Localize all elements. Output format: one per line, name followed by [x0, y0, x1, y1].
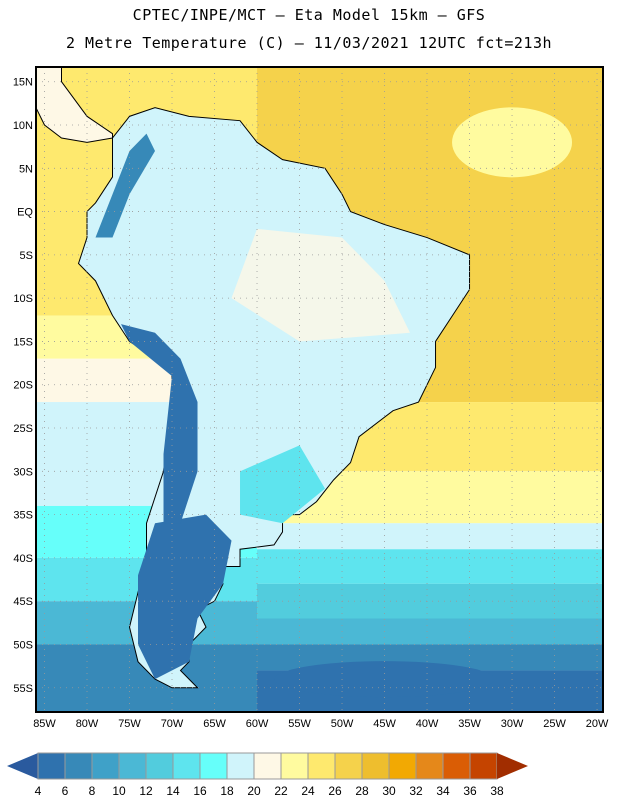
lat-tick-label: 5N: [19, 163, 33, 175]
colorbar-swatch: [253, 752, 282, 780]
atlantic-band: [257, 618, 603, 645]
atlantic-band: [257, 523, 603, 550]
colorbar-label: 4: [35, 784, 42, 798]
colorbar-label: 20: [247, 784, 261, 798]
colorbar-label: 14: [166, 784, 180, 798]
lat-tick-label: 15S: [13, 336, 33, 348]
title-line-2: 2 Metre Temperature (C) – 11/03/2021 12U…: [65, 34, 553, 52]
lat-tick-label: 55S: [13, 683, 33, 695]
warm-patch: [452, 107, 573, 178]
colorbar-swatch: [442, 752, 471, 780]
colorbar-label: 6: [62, 784, 69, 798]
lat-tick-label: EQ: [17, 207, 33, 219]
lat-tick-label: 20S: [13, 380, 33, 392]
central-america-land: [36, 67, 114, 143]
colorbar-label: 24: [301, 784, 315, 798]
lon-tick-label: 70W: [161, 718, 184, 730]
atlantic-band: [257, 549, 603, 584]
temperature-field: [36, 67, 603, 712]
lon-tick-label: 80W: [76, 718, 99, 730]
lat-tick-label: 25S: [13, 423, 33, 435]
lon-tick-label: 75W: [118, 718, 141, 730]
pampas-patch: [240, 445, 326, 524]
lon-tick-label: 35W: [458, 718, 481, 730]
lon-tick-label: 55W: [288, 718, 311, 730]
lon-tick-label: 25W: [543, 718, 566, 730]
atlantic-band: [257, 583, 603, 619]
lon-tick-label: 40W: [416, 718, 439, 730]
lat-tick-label: 35S: [13, 510, 33, 522]
colorbar-swatch: [469, 752, 498, 780]
title-line-1: CPTEC/INPE/MCT – Eta Model 15km – GFS: [132, 6, 486, 24]
colorbar-swatch: [388, 752, 417, 780]
colorbar-swatch: [64, 752, 93, 780]
map-frame: [35, 66, 604, 713]
colorbar-label: 16: [193, 784, 207, 798]
lat-tick-label: 10S: [13, 293, 33, 305]
lon-tick-label: 30W: [501, 718, 524, 730]
colorbar-label: 8: [89, 784, 96, 798]
colorbar-swatch: [415, 752, 444, 780]
colorbar-swatch: [91, 752, 120, 780]
colorbar-swatch: [172, 752, 201, 780]
lon-tick-label: 65W: [203, 718, 226, 730]
colorbar-label: 10: [112, 784, 126, 798]
colorbar-swatch: [226, 752, 255, 780]
colorbar-label: 34: [436, 784, 450, 798]
colorbar-swatch: [361, 752, 390, 780]
lat-tick-label: 45S: [13, 596, 33, 608]
colorbar-label: 30: [382, 784, 396, 798]
andes-north-patch: [95, 133, 156, 238]
colorbar-swatch: [37, 752, 66, 780]
lon-tick-label: 60W: [246, 718, 269, 730]
colorbar-under-arrow: [7, 753, 38, 779]
colorbar-label: 32: [409, 784, 423, 798]
colorbar-swatch: [307, 752, 336, 780]
lon-tick-label: 50W: [331, 718, 354, 730]
lat-tick-label: 5S: [20, 250, 33, 262]
colorbar-label: 18: [220, 784, 234, 798]
lat-tick-label: 50S: [13, 639, 33, 651]
axis-labels: 85W 80W 75W 70W 65W 60W 55W 50W 45W 40W 35W 30W 25W 2…: [13, 77, 609, 730]
colorbar-label: 36: [463, 784, 477, 798]
lat-tick-label: 30S: [13, 466, 33, 478]
colorbar-swatch: [145, 752, 174, 780]
colorbar-swatch: [334, 752, 363, 780]
lon-tick-label: 85W: [33, 718, 56, 730]
colorbar-label: 12: [139, 784, 153, 798]
colorbar-swatch: [280, 752, 309, 780]
colorbar-label: 38: [490, 784, 504, 798]
colorbar-swatch: [199, 752, 228, 780]
amazon-warm-patch: [231, 228, 411, 342]
colorbar-over-arrow: [497, 753, 528, 779]
lon-tick-label: 45W: [373, 718, 396, 730]
colorbar-label: 26: [328, 784, 342, 798]
lat-tick-label: 15N: [13, 77, 33, 89]
colorbar-label: 22: [274, 784, 288, 798]
lat-tick-label: 40S: [13, 553, 33, 565]
colorbar-swatch: [118, 752, 147, 780]
patagonia-patch: [138, 514, 232, 680]
colorbar: 4 6 8 10 12 14 16 18 20 22 24 26 28 30 32 34 36 38: [7, 752, 528, 798]
lon-tick-label: 20W: [586, 718, 609, 730]
andes-south-patch: [121, 324, 198, 524]
lat-tick-label: 10N: [13, 120, 33, 132]
colorbar-label: 28: [355, 784, 369, 798]
